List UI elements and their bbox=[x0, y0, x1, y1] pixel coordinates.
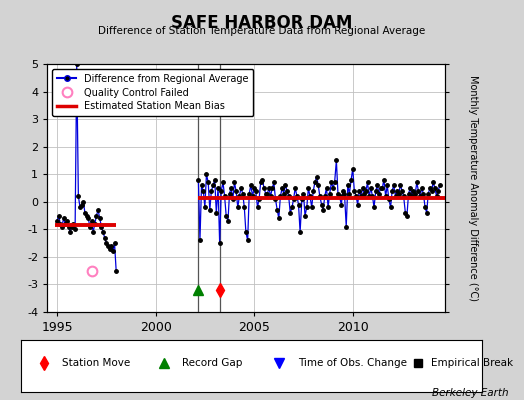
Text: Time of Obs. Change: Time of Obs. Change bbox=[298, 358, 407, 368]
Text: SAFE HARBOR DAM: SAFE HARBOR DAM bbox=[171, 14, 353, 32]
Text: Berkeley Earth: Berkeley Earth bbox=[432, 388, 508, 398]
Text: Station Move: Station Move bbox=[62, 358, 130, 368]
Text: Empirical Break: Empirical Break bbox=[431, 358, 514, 368]
Text: Record Gap: Record Gap bbox=[182, 358, 243, 368]
Text: Difference of Station Temperature Data from Regional Average: Difference of Station Temperature Data f… bbox=[99, 26, 425, 36]
Y-axis label: Monthly Temperature Anomaly Difference (°C): Monthly Temperature Anomaly Difference (… bbox=[468, 75, 478, 301]
Legend: Difference from Regional Average, Quality Control Failed, Estimated Station Mean: Difference from Regional Average, Qualit… bbox=[52, 69, 254, 116]
